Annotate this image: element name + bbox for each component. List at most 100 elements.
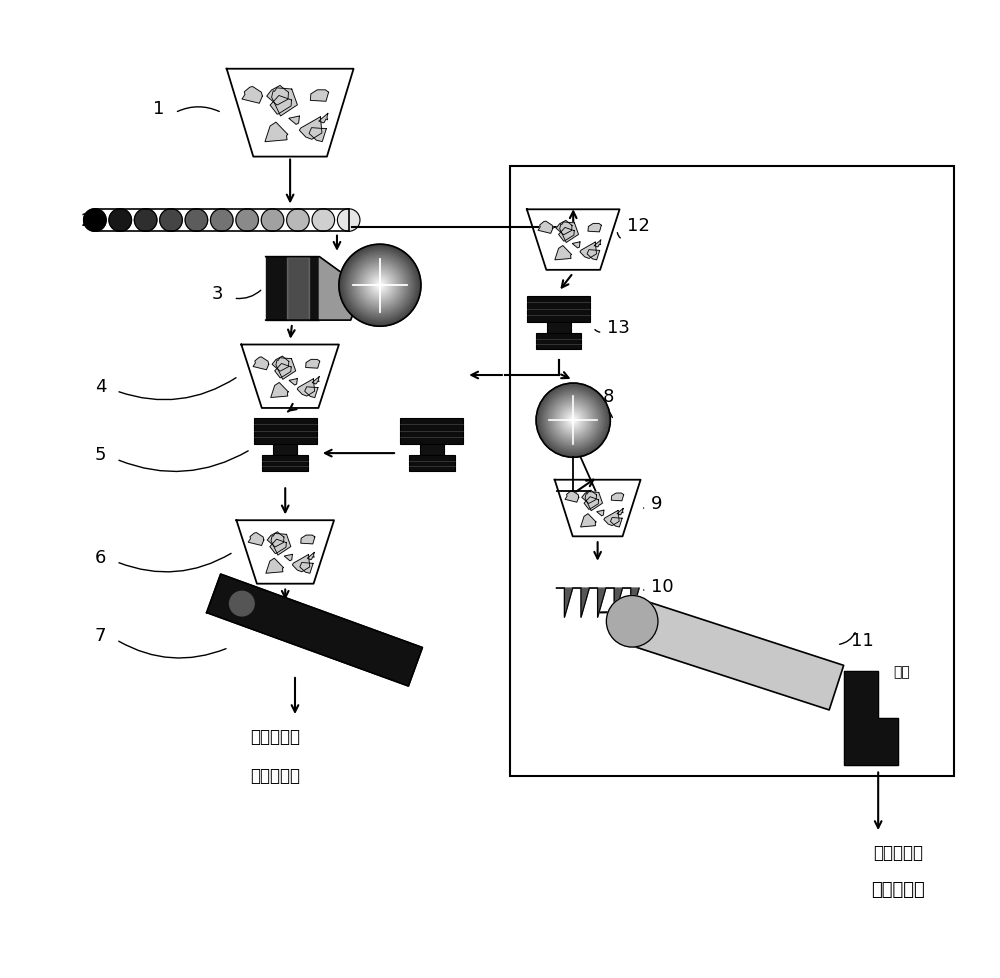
Circle shape [368,274,392,297]
Circle shape [349,254,411,317]
Circle shape [567,415,579,427]
Circle shape [357,263,403,309]
Circle shape [236,209,258,232]
Text: 9: 9 [651,495,663,512]
Circle shape [371,278,388,294]
Polygon shape [253,358,269,371]
Text: 6: 6 [95,548,106,566]
Circle shape [571,419,575,422]
Polygon shape [272,357,289,372]
Circle shape [362,268,398,304]
Polygon shape [617,509,623,515]
Circle shape [261,209,284,232]
Polygon shape [555,246,571,260]
Polygon shape [611,494,624,502]
Circle shape [376,283,384,289]
Circle shape [109,209,132,232]
Circle shape [570,418,577,424]
Text: 3: 3 [212,285,224,303]
Text: 13: 13 [607,319,630,337]
Circle shape [337,209,360,232]
Circle shape [350,256,410,316]
Polygon shape [284,555,292,561]
Circle shape [561,409,585,433]
Bar [254,419,317,444]
Polygon shape [270,97,291,115]
Text: 7: 7 [95,626,106,645]
Text: 材产品出售: 材产品出售 [871,880,925,898]
Circle shape [84,209,106,232]
Circle shape [358,264,401,307]
Circle shape [563,410,584,431]
Circle shape [352,258,408,314]
Text: 8: 8 [603,387,614,405]
Circle shape [345,251,414,321]
Polygon shape [538,222,553,234]
Circle shape [542,389,604,452]
Text: 破碎产品进: 破碎产品进 [250,727,300,745]
Bar [536,333,581,350]
Circle shape [375,281,385,291]
Bar [262,456,308,472]
Bar [400,419,463,444]
Polygon shape [276,358,296,379]
Circle shape [539,386,607,455]
Circle shape [552,400,594,442]
Bar [420,444,444,456]
Circle shape [347,253,413,319]
Polygon shape [588,224,601,233]
Bar [409,456,455,472]
Text: 主厂房研磨: 主厂房研磨 [250,766,300,784]
Circle shape [545,392,602,449]
Circle shape [160,209,182,232]
Polygon shape [584,497,599,510]
Text: 废石作为建: 废石作为建 [873,843,923,861]
Circle shape [568,416,578,425]
Polygon shape [289,117,299,125]
Circle shape [543,391,603,451]
Bar [510,167,954,777]
Text: 4: 4 [95,378,106,395]
Polygon shape [844,671,898,765]
Polygon shape [292,555,310,572]
Text: 12: 12 [627,216,650,235]
Circle shape [363,269,397,302]
Text: 10: 10 [651,577,674,596]
Text: 11: 11 [851,631,874,649]
Circle shape [370,276,390,296]
Polygon shape [556,221,572,236]
Polygon shape [587,250,600,260]
Circle shape [549,397,597,445]
Circle shape [558,406,588,436]
Polygon shape [305,387,318,398]
Polygon shape [319,257,363,321]
Circle shape [354,259,406,312]
Circle shape [560,407,587,434]
Polygon shape [299,117,322,140]
Circle shape [355,261,405,311]
Polygon shape [306,360,320,369]
Polygon shape [580,243,596,259]
Circle shape [541,388,606,454]
Polygon shape [597,511,604,516]
Polygon shape [287,257,309,321]
Polygon shape [594,241,601,247]
Circle shape [185,209,208,232]
Circle shape [564,412,582,430]
Polygon shape [309,128,326,143]
Polygon shape [582,491,597,504]
Polygon shape [312,378,319,384]
Polygon shape [310,91,329,102]
Circle shape [373,279,387,292]
Circle shape [341,246,419,326]
Circle shape [134,209,157,232]
Circle shape [339,244,421,327]
Polygon shape [241,345,339,409]
Polygon shape [604,511,619,526]
Circle shape [606,596,658,647]
Polygon shape [307,553,314,560]
Polygon shape [270,540,286,554]
Polygon shape [555,480,641,537]
Circle shape [360,266,400,306]
Circle shape [548,395,599,446]
